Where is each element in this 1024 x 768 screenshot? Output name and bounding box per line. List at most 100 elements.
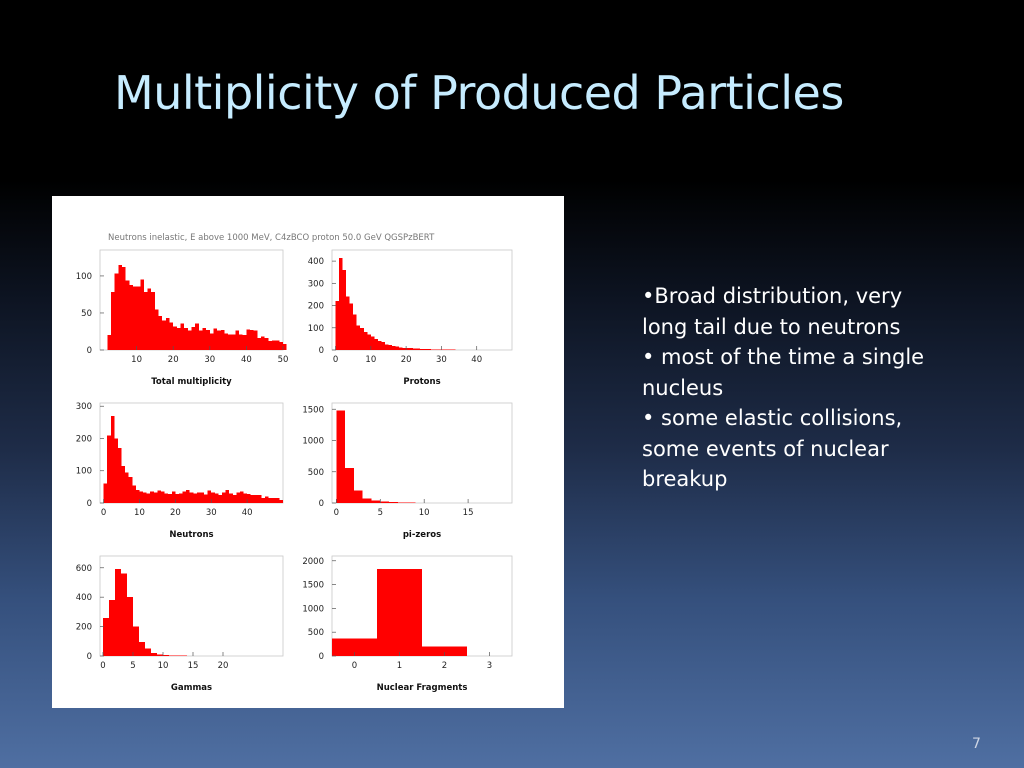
histogram-bar-protons [374,338,378,350]
histogram-bar-pi-zeros [353,490,363,503]
histogram-bar-protons [356,325,361,350]
histogram-bar-protons [353,314,357,350]
histogram-bar-total-multiplicity [187,330,192,350]
histogram-bar-gammas [163,655,169,656]
histogram-bar-neutrons [114,438,118,503]
histogram-bar-neutrons [107,435,111,503]
histogram-bar-pi-zeros [345,468,354,503]
histogram-bar-neutrons [186,490,190,503]
x-tick-label-gammas: 0 [100,661,105,671]
histogram-bar-neutrons [279,499,283,503]
bullet-list: •Broad distribution, very long tail due … [642,281,942,495]
histogram-title-total-multiplicity: Total multiplicity [151,377,232,387]
histogram-bar-total-multiplicity [279,341,283,350]
x-tick-label-gammas: 10 [158,661,169,671]
histogram-bar-nuclear-fragments [332,638,377,656]
histogram-bar-total-multiplicity [114,273,119,350]
histogram-bar-protons [423,349,428,350]
plot-frame-pi-zeros [331,402,513,504]
histogram-bar-total-multiplicity [151,292,155,350]
histogram-title-nuclear-fragments: Nuclear Fragments [377,683,468,693]
histogram-bar-total-multiplicity [246,329,251,350]
histogram-bar-neutrons [257,494,262,503]
y-tick-label-neutrons: 300 [76,402,92,412]
histogram-bar-neutrons [132,485,136,503]
histogram-bar-neutrons [193,493,197,503]
histogram-bar-gammas [109,600,115,656]
x-tick-label-total-multiplicity: 50 [278,355,289,365]
histogram-bar-neutrons [261,498,266,503]
histogram-bar-pi-zeros [371,500,381,503]
histogram-title-gammas: Gammas [171,683,212,693]
histogram-bar-total-multiplicity [250,330,254,350]
histogram-bar-neutrons [250,494,255,503]
y-tick-label-pi-zeros: 500 [308,468,324,478]
histogram-bar-pi-zeros [380,501,390,503]
x-tick-label-gammas: 15 [188,661,199,671]
x-tick-label-nuclear-fragments: 3 [487,661,492,671]
y-tick-label-gammas: 200 [76,623,92,633]
y-tick-label-gammas: 600 [76,564,92,574]
histogram-bar-neutrons [157,490,161,503]
histogram-bar-protons [363,332,368,350]
x-tick-label-pi-zeros: 5 [378,508,383,518]
histogram-bar-neutrons [117,448,122,503]
histogram-bar-total-multiplicity [261,336,265,350]
histogram-bar-neutrons [254,494,258,503]
histogram-bar-protons [377,341,382,350]
histogram-bar-protons [370,336,375,350]
histogram-bar-protons [346,296,350,350]
histogram-bar-total-multiplicity [143,292,148,350]
y-tick-label-nuclear-fragments: 1500 [302,581,324,591]
histogram-bar-total-multiplicity [275,340,280,350]
histogram-bar-neutrons [153,492,158,503]
histogram-bar-neutrons [143,492,147,503]
histogram-bar-neutrons [125,472,129,503]
histogram-bar-total-multiplicity [121,267,126,350]
histogram-bar-total-multiplicity [110,292,115,350]
histogram-bar-total-multiplicity [202,327,207,350]
histogram-bar-total-multiplicity [253,330,258,350]
histogram-title-pi-zeros: pi-zeros [403,530,441,540]
x-tick-label-neutrons: 30 [206,508,217,518]
y-tick-label-nuclear-fragments: 500 [308,628,324,638]
histogram-bar-neutrons [171,491,176,503]
histogram-bar-neutrons [182,491,187,503]
y-tick-label-pi-zeros: 1500 [302,405,324,415]
y-tick-label-nuclear-fragments: 1000 [302,604,324,614]
histogram-bar-neutrons [178,493,183,503]
histogram-bar-total-multiplicity [220,330,225,350]
histogram-bar-total-multiplicity [140,279,144,350]
histogram-bar-total-multiplicity [195,323,199,350]
histogram-bar-total-multiplicity [206,330,210,350]
histogram-bar-neutrons [225,490,230,503]
histogram-bar-protons [392,346,396,350]
y-tick-label-protons: 100 [308,324,324,334]
histogram-bar-pi-zeros [336,410,346,503]
y-tick-label-neutrons: 200 [76,434,92,444]
histogram-bar-protons [360,327,364,350]
histogram-bar-neutrons [150,491,154,503]
bullet-elastic-collisions: • some elastic collisions, some events o… [642,406,903,491]
histogram-bar-total-multiplicity [176,327,181,350]
histogram-bar-total-multiplicity [180,323,185,350]
histogram-bar-neutrons [168,493,172,503]
y-tick-label-protons: 300 [308,279,324,289]
histogram-bar-gammas [121,573,127,656]
histogram-bar-protons [406,348,410,350]
histogram-bar-neutrons [164,493,169,503]
x-tick-label-nuclear-fragments: 1 [397,661,402,671]
histogram-title-protons: Protons [403,377,440,387]
histogram-bar-protons [384,344,389,350]
histogram-bar-neutrons [272,498,276,503]
x-tick-label-protons: 40 [471,355,482,365]
histogram-bar-neutrons [200,492,205,503]
histogram-bar-total-multiplicity [231,334,236,350]
y-tick-label-nuclear-fragments: 0 [319,652,324,662]
histogram-bar-total-multiplicity [162,320,166,350]
histogram-title-neutrons: Neutrons [169,530,213,540]
histogram-bar-total-multiplicity [268,341,273,350]
histogram-bar-total-multiplicity [184,327,188,350]
histogram-bar-neutrons [236,492,240,503]
histogram-bar-neutrons [135,490,140,503]
